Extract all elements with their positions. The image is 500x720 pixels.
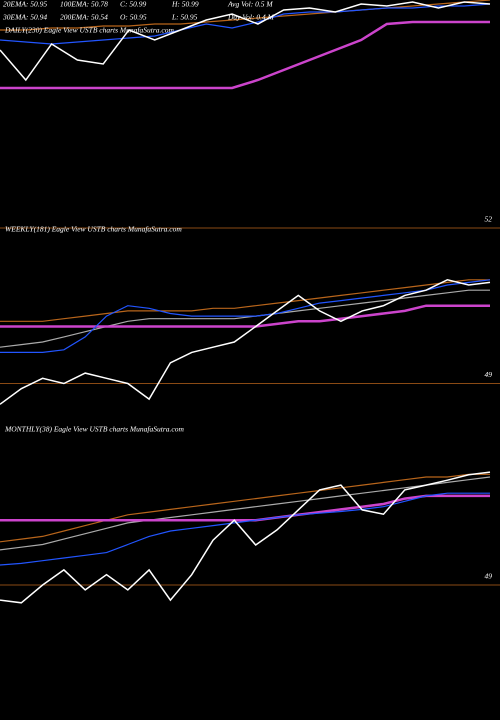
header-stat: 200EMA: 50.54 xyxy=(60,13,108,22)
panel-title: WEEKLY(181) Eagle View USTB charts Munaf… xyxy=(5,225,182,234)
series-line xyxy=(0,279,491,353)
series-line xyxy=(0,20,490,90)
panel-title: MONTHLY(38) Eagle View USTB charts Munaf… xyxy=(4,425,184,434)
panel-title: DAILY(230) Eagle View USTB charts Munafa… xyxy=(4,26,174,35)
series-line xyxy=(0,289,490,348)
header-stat: Avg Vol: 0.5 M xyxy=(227,0,273,9)
header-stat: 100EMA: 50.78 xyxy=(60,0,108,9)
series-line xyxy=(0,1,491,82)
series-line xyxy=(0,304,490,328)
series-line xyxy=(0,471,491,604)
header-stat: H: 50.99 xyxy=(171,0,199,9)
y-tick-label: 49 xyxy=(485,370,493,379)
series-line xyxy=(0,3,491,45)
header-stat: 20EMA: 50.95 xyxy=(3,0,47,9)
series-line xyxy=(0,494,490,522)
series-line xyxy=(0,279,490,322)
series-line xyxy=(0,476,491,551)
series-line xyxy=(0,473,490,543)
header-stat: Day Vol: 0.4 M xyxy=(227,13,275,22)
header-stat: C: 50.99 xyxy=(120,0,147,9)
y-tick-label: 52 xyxy=(485,215,493,224)
header-stat: 30EMA: 50.94 xyxy=(2,13,47,22)
header-stat: O: 50.95 xyxy=(120,13,147,22)
series-line xyxy=(0,492,490,566)
header-stat: L: 50.95 xyxy=(171,13,198,22)
y-tick-label: 49 xyxy=(485,572,493,581)
series-line xyxy=(0,279,491,405)
